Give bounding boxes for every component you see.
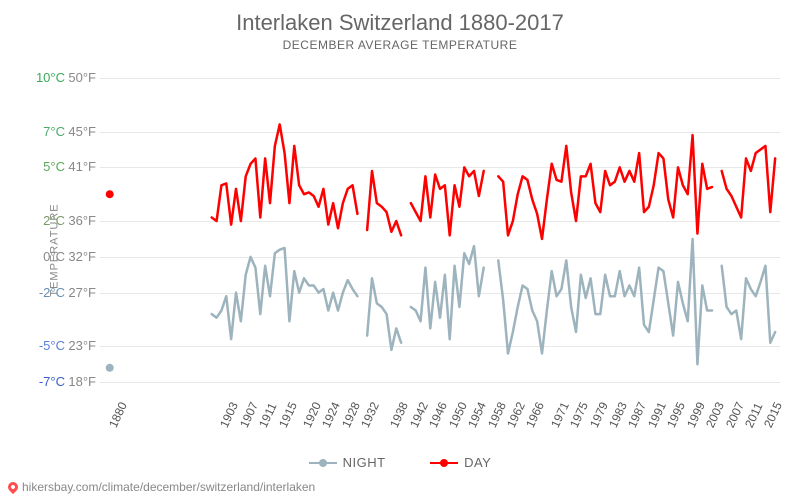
circle-marker-icon — [319, 459, 327, 467]
chart-lines — [100, 60, 780, 400]
x-tick: 1903 — [217, 400, 241, 430]
y-tick-celsius: 7°C — [30, 124, 65, 139]
legend-item-day: DAY — [430, 455, 491, 470]
circle-marker-icon — [440, 459, 448, 467]
legend-label-night: NIGHT — [343, 455, 386, 470]
night-line — [212, 248, 358, 339]
chart-container: Interlaken Switzerland 1880-2017 DECEMBE… — [0, 0, 800, 500]
y-tick-celsius: -2°C — [30, 285, 65, 300]
legend-swatch-day — [430, 462, 458, 464]
source-attribution: hikersbay.com/climate/december/switzerla… — [8, 480, 315, 494]
night-line — [411, 246, 484, 339]
day-line — [367, 171, 401, 235]
y-tick-celsius: -5°C — [30, 338, 65, 353]
y-tick-fahrenheit: 50°F — [68, 70, 96, 85]
legend-swatch-night — [309, 462, 337, 464]
y-tick-celsius: -7°C — [30, 374, 65, 389]
y-tick-fahrenheit: 18°F — [68, 374, 96, 389]
plot-area — [100, 60, 780, 400]
legend: NIGHT DAY — [0, 451, 800, 471]
y-tick-fahrenheit: 41°F — [68, 159, 96, 174]
x-tick: 1920 — [300, 400, 324, 430]
y-tick-fahrenheit: 32°F — [68, 249, 96, 264]
y-tick-fahrenheit: 23°F — [68, 338, 96, 353]
day-line — [722, 146, 775, 218]
x-tick: 1938 — [387, 400, 411, 430]
y-tick-celsius: 10°C — [30, 70, 65, 85]
y-tick-fahrenheit: 45°F — [68, 124, 96, 139]
y-tick-celsius: 5°C — [30, 159, 65, 174]
day-point — [106, 190, 114, 198]
y-tick-fahrenheit: 27°F — [68, 285, 96, 300]
legend-label-day: DAY — [464, 455, 491, 470]
x-tick: 1971 — [548, 400, 572, 430]
chart-title: Interlaken Switzerland 1880-2017 — [0, 10, 800, 36]
source-url: hikersbay.com/climate/december/switzerla… — [22, 480, 315, 494]
x-tick: 1880 — [106, 400, 130, 430]
day-line — [212, 124, 358, 228]
day-line — [498, 135, 712, 239]
chart-subtitle: DECEMBER AVERAGE TEMPERATURE — [0, 38, 800, 52]
night-line — [367, 278, 401, 350]
y-tick-celsius: 0°C — [30, 249, 65, 264]
y-tick-fahrenheit: 36°F — [68, 213, 96, 228]
x-tick: 2015 — [761, 400, 785, 430]
day-line — [411, 167, 484, 235]
x-tick: 1915 — [276, 400, 300, 430]
night-line — [722, 266, 775, 343]
legend-item-night: NIGHT — [309, 455, 386, 470]
y-tick-celsius: 2°C — [30, 213, 65, 228]
night-point — [106, 364, 114, 372]
night-line — [498, 239, 712, 364]
map-pin-icon — [6, 480, 20, 494]
